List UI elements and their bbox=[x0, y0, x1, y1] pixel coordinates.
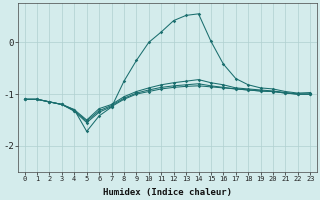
X-axis label: Humidex (Indice chaleur): Humidex (Indice chaleur) bbox=[103, 188, 232, 197]
